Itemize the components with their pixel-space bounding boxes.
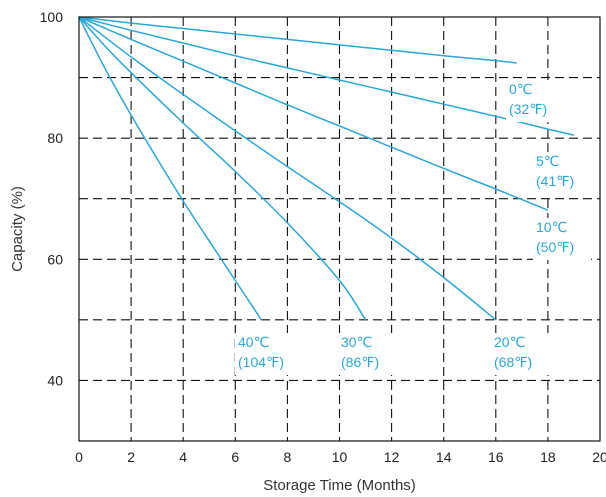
y-tick-label: 100 [40,9,64,25]
series-line [78,16,517,64]
curve-label-background [506,80,564,122]
x-tick-label: 8 [284,449,292,465]
grid-lines [79,17,600,441]
curve-label-background [533,218,591,260]
curve-label: 20℃ [494,334,525,350]
series-line [78,16,549,211]
y-tick-label: 60 [47,251,63,267]
y-tick-label: 80 [47,130,63,146]
x-axis-title: Storage Time (Months) [263,477,416,494]
x-tick-label: 18 [540,449,556,465]
x-tick-label: 4 [179,449,187,465]
x-tick-label: 14 [436,449,452,465]
curve-label: (104℉) [238,354,284,370]
x-tick-label: 0 [75,449,83,465]
series-line [78,16,263,321]
curve-label: (86℉) [341,354,379,370]
y-tick-label: 40 [47,372,63,388]
curve-label-background [491,333,549,375]
curve-label-background [338,333,396,375]
curve-label: (32℉) [509,101,547,117]
curve-label-background [235,333,293,375]
x-tick-label: 20 [592,449,606,465]
curve-labels: 0℃ (32℉) 5℃ (41℉) 10℃ (50℉) 20℃ (68℉) 30℃ (86℉) 40… [235,80,591,375]
y-axis-ticks: 40 60 80 100 [40,9,64,388]
x-axis-ticks: 0 2 4 6 8 10 12 14 16 18 20 [75,449,606,465]
x-tick-label: 16 [488,449,504,465]
y-axis-title: Capacity (%) [9,186,26,272]
curve-label: (68℉) [494,354,532,370]
curve-label: 5℃ [536,153,560,169]
x-tick-label: 10 [332,449,348,465]
x-tick-label: 12 [384,449,400,465]
x-tick-label: 2 [127,449,135,465]
series-line [78,16,497,321]
plot-frame [78,16,601,442]
series-line [78,16,575,136]
series-line [78,16,367,321]
curve-label: 0℃ [509,81,533,97]
curve-label: 40℃ [238,334,269,350]
curve-label: (41℉) [536,173,574,189]
curve-label: 10℃ [536,219,567,235]
curves [78,16,575,321]
curve-label: 30℃ [341,334,372,350]
curve-label: (50℉) [536,239,574,255]
x-tick-label: 6 [231,449,239,465]
curve-label-background [533,152,591,194]
